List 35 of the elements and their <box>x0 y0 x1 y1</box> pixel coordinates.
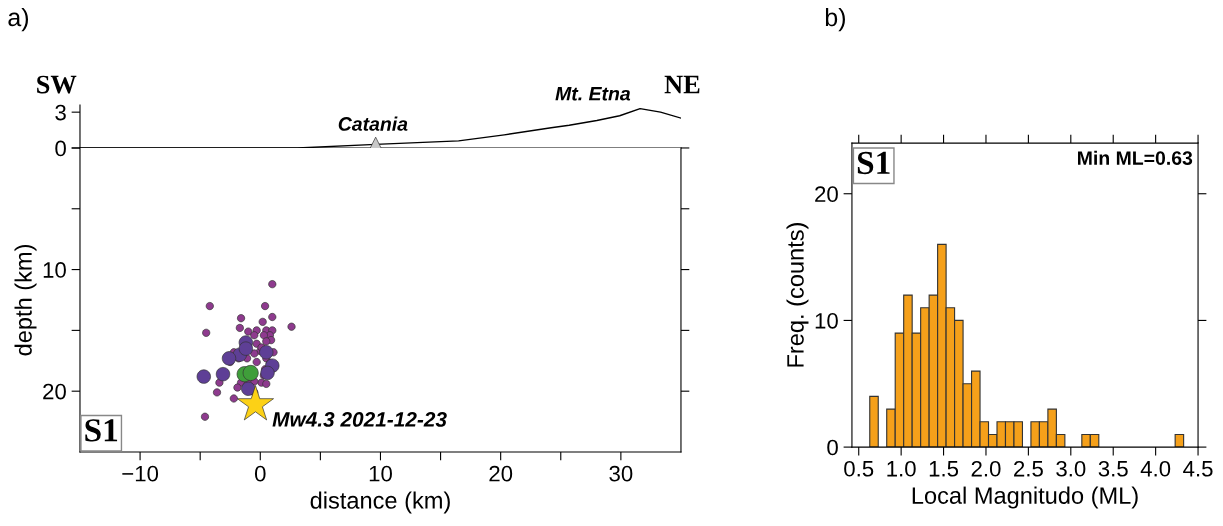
x-tick-label: 4.0 <box>1140 460 1171 477</box>
annotation: S1 <box>85 419 118 442</box>
y-tick-label: 3 <box>55 104 66 121</box>
x-axis-title: distance (km) <box>310 491 450 514</box>
x-tick-label: 4.5 <box>1183 461 1213 477</box>
y-tick-label: 0 <box>827 439 838 456</box>
annotation: Mt. Etna <box>555 87 631 101</box>
x-tick-label: −10 <box>122 465 159 482</box>
text: SW <box>37 75 77 94</box>
x-tick-label: 2.0 <box>971 460 1001 477</box>
annotation: Min ML=0.63 <box>1078 150 1193 165</box>
x-tick-label: 3.0 <box>1056 460 1086 477</box>
x-tick-label: 10 <box>369 465 392 482</box>
x-axis-title: Local Magnitudo (ML) <box>912 486 1138 509</box>
y-tick-label: 20 <box>43 383 66 400</box>
y-axis-title: depth (km) <box>14 245 37 356</box>
x-tick-label: 30 <box>609 465 633 482</box>
y-axis-title: Freq. (counts) <box>786 223 809 367</box>
y-tick-label: 10 <box>815 312 838 329</box>
y-tick-label: 10 <box>43 262 66 278</box>
y-tick-label: 0 <box>55 140 66 157</box>
x-tick-label: 3.5 <box>1098 460 1128 477</box>
annotation: Catania <box>338 116 408 131</box>
text: b) <box>825 7 845 32</box>
annotation: Mw4.3 2021-12-23 <box>272 412 447 427</box>
x-tick-label: 1.5 <box>929 461 959 477</box>
x-tick-label: 2.5 <box>1014 460 1043 477</box>
x-tick-label: 0.5 <box>844 460 874 477</box>
x-tick-label: 1.0 <box>887 460 916 477</box>
x-tick-label: 20 <box>489 465 513 482</box>
x-tick-label: 0 <box>254 465 266 482</box>
text: a) <box>8 7 29 32</box>
annotation: S1 <box>857 151 890 175</box>
text: NE <box>664 75 700 94</box>
y-tick-label: 20 <box>815 186 838 203</box>
